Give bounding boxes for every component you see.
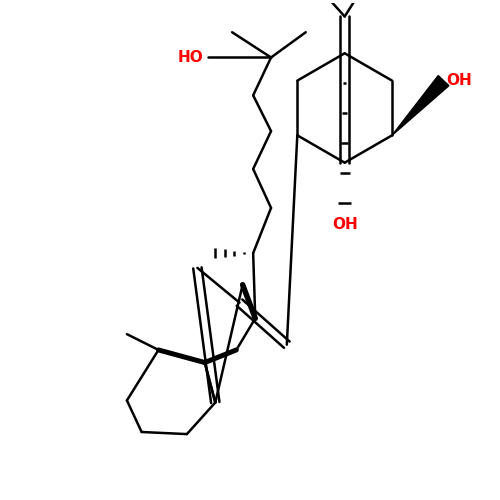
Text: OH: OH bbox=[332, 218, 357, 232]
Text: HO: HO bbox=[178, 50, 204, 65]
Text: OH: OH bbox=[446, 73, 472, 88]
Polygon shape bbox=[392, 76, 449, 136]
